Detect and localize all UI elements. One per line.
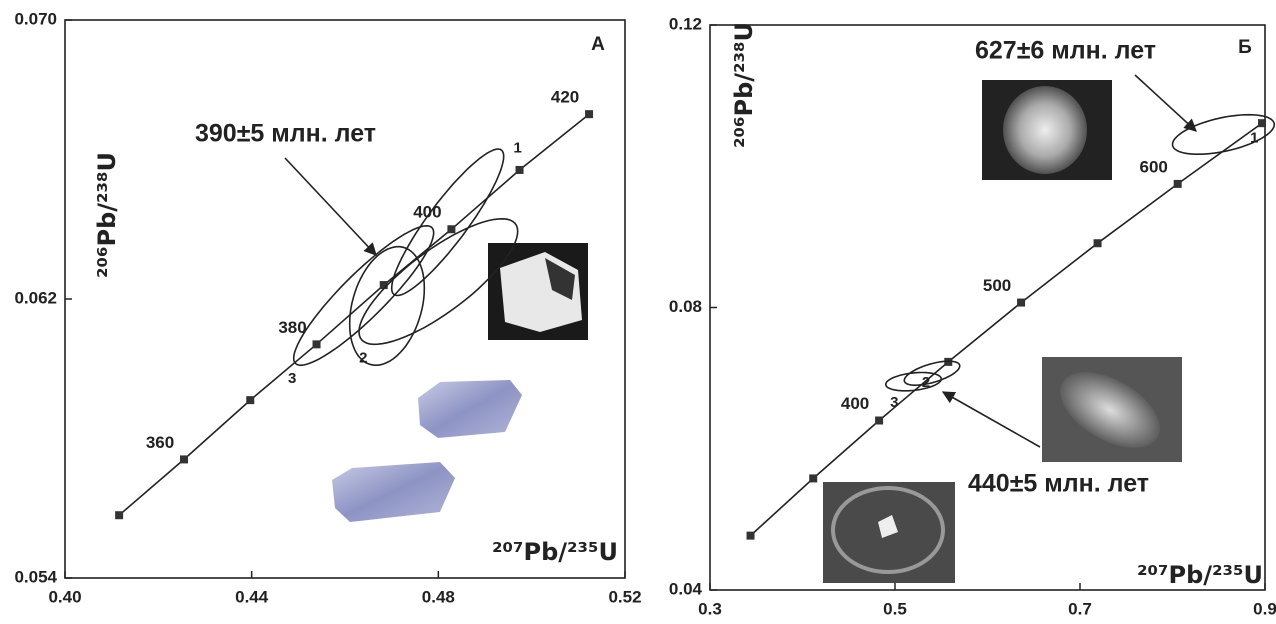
age-annotation: 390±5 млн. лет	[195, 120, 376, 148]
age-marker	[585, 110, 593, 118]
age-marker	[313, 340, 321, 348]
age-marker	[115, 511, 123, 519]
age-annotation: 627±6 млн. лет	[975, 37, 1156, 65]
age-marker	[516, 166, 524, 174]
x-tick-label: 0.9	[1253, 599, 1276, 618]
x-axis-label: ²⁰⁷Pb/²³⁵U	[492, 538, 618, 566]
x-tick-label: 0.40	[48, 587, 81, 606]
x-tick-label: 0.48	[422, 587, 455, 606]
x-tick-label: 0.7	[1068, 599, 1092, 618]
y-axis-label: ²⁰⁶Pb/²³⁸U	[730, 22, 758, 148]
age-label: 380	[278, 318, 306, 337]
crystal-image	[332, 462, 455, 522]
age-marker	[447, 225, 455, 233]
ellipse-label: 3	[890, 394, 898, 411]
chart-panel: 0.3 0.5 0.7 0.9 0.04 0.08 0.12 ²⁰⁶Pb/²³⁸U ²⁰⁷Pb/…	[669, 14, 1276, 618]
y-tick-label: 0.062	[14, 288, 57, 307]
inset-photo	[823, 482, 955, 583]
x-tick-label: 0.44	[235, 587, 269, 606]
annotation-arrow	[943, 392, 1040, 447]
y-tick-label: 0.070	[14, 9, 57, 28]
age-label: 500	[983, 276, 1011, 295]
x-axis-label: ²⁰⁷Pb/²³⁵U	[1137, 561, 1263, 589]
age-marker	[1094, 239, 1102, 247]
ellipse-label: 1	[513, 139, 521, 156]
age-label: 400	[413, 203, 441, 222]
y-tick-label: 0.12	[669, 14, 702, 33]
x-tick-label: 0.5	[883, 599, 907, 618]
annotation-arrow	[1135, 75, 1196, 131]
error-ellipse	[392, 149, 504, 296]
age-label: 420	[551, 88, 579, 107]
age-marker	[747, 532, 755, 540]
age-marker	[1258, 119, 1266, 127]
x-tick-label: 0.52	[608, 587, 641, 606]
age-marker	[246, 396, 254, 404]
inset-photo	[488, 243, 588, 340]
ellipse-label: 3	[288, 370, 296, 387]
inset-photo	[1042, 357, 1182, 464]
age-marker	[1174, 180, 1182, 188]
inset-photo	[982, 80, 1112, 180]
panel-label: Б	[1238, 37, 1252, 58]
y-tick-label: 0.054	[14, 567, 57, 586]
y-axis-label: ²⁰⁶Pb/²³⁸U	[93, 152, 121, 278]
y-tick-label: 0.08	[669, 297, 702, 316]
age-marker	[875, 417, 883, 425]
figure: 0.40 0.44 0.48 0.52 0.054 0.062 0.070 ²⁰⁶Pb/²³⁸…	[0, 0, 1276, 624]
age-marker	[809, 474, 817, 482]
age-marker	[1017, 299, 1025, 307]
age-label: 360	[146, 433, 174, 452]
age-label: 600	[1139, 157, 1167, 176]
age-annotation: 440±5 млн. лет	[968, 470, 1149, 498]
ellipse-label: 1	[1250, 130, 1258, 147]
x-tick-label: 0.3	[698, 599, 722, 618]
panel-label: А	[591, 34, 605, 55]
age-label: 400	[841, 394, 869, 413]
annotation-arrow	[285, 158, 376, 255]
crystal-image	[418, 380, 522, 438]
age-marker	[180, 455, 188, 463]
y-tick-label: 0.04	[669, 579, 703, 598]
